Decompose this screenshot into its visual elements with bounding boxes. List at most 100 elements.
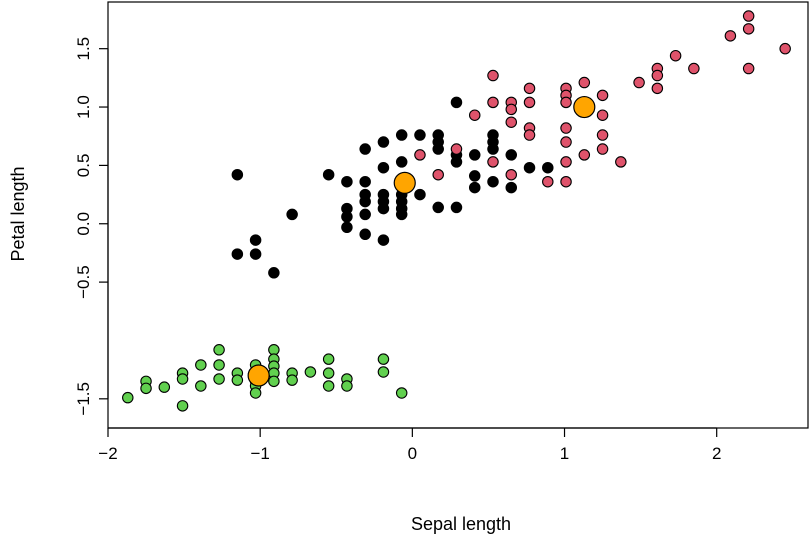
y-tick-label: 1.5 bbox=[74, 37, 93, 61]
data-point-2-20 bbox=[560, 136, 572, 148]
data-point-0-11 bbox=[213, 373, 225, 385]
data-point-2-24 bbox=[578, 149, 591, 161]
data-point-1-48 bbox=[523, 161, 536, 174]
data-point-2-14 bbox=[523, 129, 536, 141]
data-point-1-35 bbox=[450, 96, 463, 109]
data-point-0-34 bbox=[395, 387, 408, 399]
data-point-2-21 bbox=[560, 156, 572, 168]
data-point-1-37 bbox=[450, 156, 463, 168]
data-point-1-6 bbox=[322, 168, 335, 181]
data-point-1-7 bbox=[341, 175, 353, 188]
data-point-2-2 bbox=[450, 143, 463, 155]
plot-frame bbox=[107, 1, 809, 429]
data-point-1-38 bbox=[450, 201, 463, 214]
data-point-2-35 bbox=[688, 62, 700, 75]
data-point-2-28 bbox=[596, 143, 609, 155]
data-point-0-7 bbox=[195, 359, 207, 371]
data-point-2-0 bbox=[414, 149, 426, 161]
data-point-0-10 bbox=[213, 359, 225, 371]
data-point-0-8 bbox=[195, 380, 207, 392]
data-point-0-0 bbox=[122, 391, 134, 404]
data-point-1-34 bbox=[432, 201, 444, 214]
data-point-1-4 bbox=[268, 267, 280, 279]
data-point-1-21 bbox=[377, 202, 390, 215]
data-point-2-26 bbox=[596, 109, 609, 121]
data-point-2-22 bbox=[560, 175, 572, 188]
y-tick-label: −1.5 bbox=[74, 382, 93, 416]
data-point-1-17 bbox=[377, 136, 390, 148]
data-point-2-34 bbox=[669, 49, 682, 62]
data-point-0-26 bbox=[304, 366, 317, 378]
y-axis-label: Petal length bbox=[8, 166, 28, 261]
data-point-0-9 bbox=[213, 344, 225, 356]
data-point-2-10 bbox=[505, 168, 518, 181]
data-point-1-10 bbox=[341, 221, 353, 234]
data-point-1-29 bbox=[414, 129, 426, 141]
data-point-1-12 bbox=[359, 175, 371, 188]
y-tick-label: 0.0 bbox=[74, 212, 93, 236]
data-point-1-40 bbox=[468, 170, 481, 182]
data-point-1-47 bbox=[505, 181, 518, 194]
data-point-0-32 bbox=[377, 353, 390, 365]
data-point-0-28 bbox=[322, 367, 335, 379]
data-point-0-3 bbox=[158, 381, 171, 393]
data-point-1-39 bbox=[468, 149, 481, 161]
data-point-2-1 bbox=[432, 168, 444, 181]
data-point-0-25 bbox=[286, 374, 298, 386]
data-point-2-39 bbox=[742, 62, 755, 75]
data-point-1-23 bbox=[395, 129, 408, 141]
data-point-0-13 bbox=[231, 374, 244, 386]
data-point-2-25 bbox=[596, 89, 609, 102]
data-point-2-8 bbox=[505, 103, 518, 116]
data-point-1-45 bbox=[487, 175, 499, 188]
data-point-1-46 bbox=[505, 149, 518, 161]
data-point-2-5 bbox=[487, 96, 499, 109]
data-point-2-29 bbox=[615, 156, 627, 168]
x-tick-label: 2 bbox=[712, 444, 721, 463]
data-point-0-23 bbox=[268, 375, 280, 388]
data-point-0-6 bbox=[176, 400, 189, 412]
data-point-2-6 bbox=[487, 156, 499, 168]
data-point-1-33 bbox=[432, 143, 444, 155]
data-point-1-15 bbox=[359, 208, 371, 221]
x-axis-label: Sepal length bbox=[411, 514, 511, 534]
data-point-1-9 bbox=[341, 211, 353, 223]
data-point-2-40 bbox=[779, 42, 791, 55]
y-tick-label: 1.0 bbox=[74, 95, 93, 119]
x-tick-label: 0 bbox=[408, 444, 417, 463]
cluster-center-1 bbox=[393, 171, 416, 195]
data-point-2-3 bbox=[468, 109, 481, 121]
data-point-0-29 bbox=[322, 380, 335, 392]
data-point-1-14 bbox=[359, 195, 371, 208]
centers-group bbox=[247, 95, 596, 387]
data-point-2-11 bbox=[523, 82, 536, 95]
data-point-1-49 bbox=[542, 161, 554, 174]
data-point-0-31 bbox=[341, 380, 353, 392]
data-point-2-37 bbox=[742, 10, 755, 22]
data-point-1-3 bbox=[249, 248, 262, 260]
data-point-1-30 bbox=[414, 188, 426, 201]
data-point-1-0 bbox=[231, 168, 244, 181]
cluster-center-2 bbox=[573, 95, 596, 119]
data-point-0-5 bbox=[176, 373, 189, 385]
data-point-2-18 bbox=[560, 96, 572, 109]
y-tick-label: 0.5 bbox=[74, 154, 93, 178]
data-point-1-28 bbox=[395, 208, 408, 221]
axes-group: −2 −1 0 1 2 −1.5 −0.5 0.0 0.5 1.0 1.5 bbox=[74, 1, 809, 463]
data-point-0-33 bbox=[377, 366, 390, 378]
data-point-0-27 bbox=[322, 353, 335, 365]
y-tick-label: −0.5 bbox=[74, 265, 93, 299]
data-point-1-41 bbox=[468, 181, 481, 194]
x-tick-label: −2 bbox=[98, 444, 117, 463]
data-point-2-9 bbox=[505, 116, 518, 128]
data-point-2-33 bbox=[651, 82, 664, 95]
data-point-2-27 bbox=[596, 129, 609, 141]
data-point-1-11 bbox=[359, 143, 371, 155]
data-point-2-19 bbox=[560, 122, 572, 134]
data-point-2-12 bbox=[523, 96, 536, 109]
data-point-2-38 bbox=[742, 23, 755, 35]
data-point-1-44 bbox=[487, 143, 499, 155]
data-point-1-1 bbox=[231, 248, 244, 260]
x-tick-label: −1 bbox=[250, 444, 269, 463]
